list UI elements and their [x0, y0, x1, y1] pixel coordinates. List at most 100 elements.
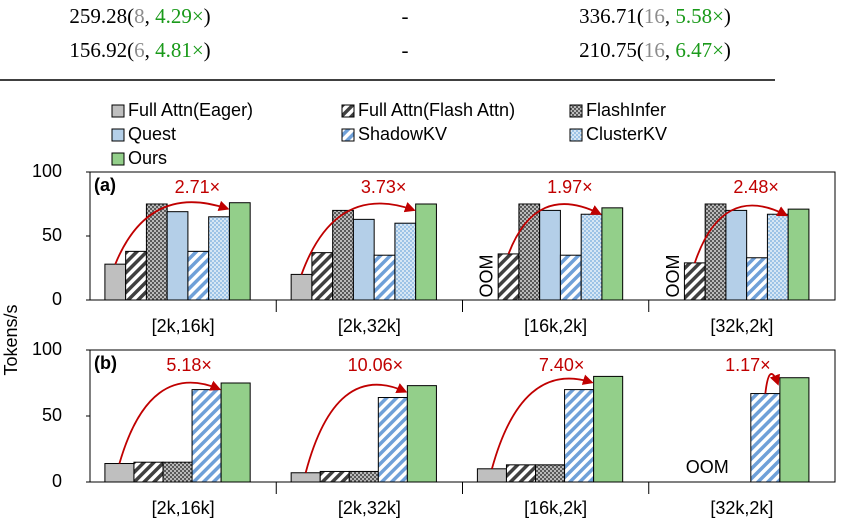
- bar: [725, 209, 748, 301]
- bar: [104, 463, 135, 483]
- cell-part: 210.75(: [579, 38, 644, 62]
- speedup-label: 2.71×: [175, 177, 221, 197]
- speedup-label: 3.73×: [361, 177, 407, 197]
- legend-label: ClusterKV: [586, 124, 667, 144]
- y-tick-label: 100: [32, 161, 62, 181]
- speedup-label: 5.18×: [166, 355, 212, 375]
- bar: [746, 257, 768, 301]
- bar: [505, 464, 537, 483]
- bar: [377, 397, 408, 483]
- cell-part: 156.92(: [69, 38, 134, 62]
- x-tick-label: [2k,16k]: [152, 316, 215, 336]
- x-tick-label: [32k,2k]: [710, 316, 773, 336]
- speedup-arrow: [764, 373, 780, 394]
- legend-swatch: [111, 152, 125, 166]
- bar: [787, 208, 810, 301]
- cell-part: 5.58×: [675, 4, 724, 28]
- bar: [311, 252, 334, 301]
- legend-label: FlashInfer: [586, 100, 666, 120]
- speedup-label: 1.97×: [547, 177, 593, 197]
- speedup-label: 1.17×: [725, 355, 771, 375]
- table-cell: 336.71(16, 5.58×): [579, 4, 731, 28]
- cell-part: ): [724, 38, 731, 62]
- speedup-arrow: [693, 204, 789, 264]
- cell-part: ,: [145, 38, 156, 62]
- speedup-arrow: [114, 200, 230, 265]
- bar: [352, 218, 375, 301]
- cell-part: 259.28(: [69, 4, 134, 28]
- bar: [191, 389, 222, 483]
- x-tick-label: [2k,16k]: [152, 498, 215, 518]
- y-tick-label: 50: [42, 405, 62, 425]
- bar: [348, 470, 379, 483]
- bar: [415, 203, 437, 301]
- cell-part: ): [204, 38, 211, 62]
- speedup-label: 10.06×: [348, 355, 404, 375]
- bar: [319, 470, 350, 483]
- legend-swatch: [111, 104, 125, 118]
- bar: [228, 202, 251, 301]
- cell-part: ): [204, 4, 211, 28]
- bar: [601, 207, 624, 301]
- x-tick-label: [32k,2k]: [710, 498, 773, 518]
- legend-swatch: [569, 128, 583, 142]
- table-cell: 259.28(8, 4.29×): [69, 4, 210, 28]
- table-cell: 210.75(16, 6.47×): [579, 38, 731, 62]
- bar: [683, 262, 706, 301]
- legend-label: Full Attn(Eager): [128, 100, 253, 120]
- bar: [539, 209, 561, 301]
- legend-swatch: [111, 128, 125, 142]
- x-tick-label: [2k,32k]: [338, 316, 401, 336]
- bar: [766, 213, 789, 301]
- bar: [559, 254, 582, 301]
- chart-title: (a): [94, 175, 116, 195]
- bar: [187, 250, 210, 301]
- bar: [779, 377, 810, 483]
- bar: [593, 375, 624, 483]
- cell-part: ,: [665, 4, 676, 28]
- bar: [476, 468, 507, 483]
- cell-part: 4.29×: [155, 4, 204, 28]
- legend-swatch: [341, 128, 355, 142]
- cell-part: ,: [145, 4, 156, 28]
- speedup-arrow: [118, 380, 222, 464]
- bar: [394, 222, 417, 301]
- table-cell: -: [402, 4, 409, 28]
- speedup-arrow: [491, 374, 594, 470]
- bar: [133, 461, 164, 483]
- bar: [497, 253, 520, 301]
- bar: [125, 250, 147, 301]
- y-tick-label: 50: [42, 225, 62, 245]
- speedup-label: 7.40×: [539, 355, 585, 375]
- legend-label: Ours: [128, 148, 167, 168]
- bar: [373, 254, 396, 301]
- bar: [564, 389, 595, 483]
- bar: [220, 382, 251, 483]
- table-cell: -: [402, 38, 409, 62]
- x-tick-label: [16k,2k]: [524, 498, 587, 518]
- bar: [162, 461, 193, 483]
- y-tick-label: 0: [52, 471, 62, 491]
- y-tick-label: 100: [32, 339, 62, 359]
- x-tick-label: [16k,2k]: [524, 316, 587, 336]
- bar: [290, 472, 321, 483]
- legend-swatch: [569, 104, 583, 118]
- x-tick-label: [2k,32k]: [338, 498, 401, 518]
- bar: [290, 273, 313, 301]
- y-tick-label: 0: [52, 289, 62, 309]
- legend-label: Full Attn(Flash Attn): [358, 100, 515, 120]
- y-axis-label: Tokens/s: [1, 304, 21, 375]
- legend-label: Quest: [128, 124, 176, 144]
- bar: [406, 385, 437, 483]
- cell-part: ): [724, 4, 731, 28]
- cell-part: -: [402, 38, 409, 62]
- cell-part: 8: [134, 4, 145, 28]
- bar: [145, 203, 168, 301]
- cell-part: 6.47×: [675, 38, 724, 62]
- legend-label: ShadowKV: [358, 124, 447, 144]
- oom-label: OOM: [477, 255, 497, 298]
- bar: [332, 209, 354, 301]
- bar: [535, 464, 566, 483]
- speedup-label: 2.48×: [733, 177, 779, 197]
